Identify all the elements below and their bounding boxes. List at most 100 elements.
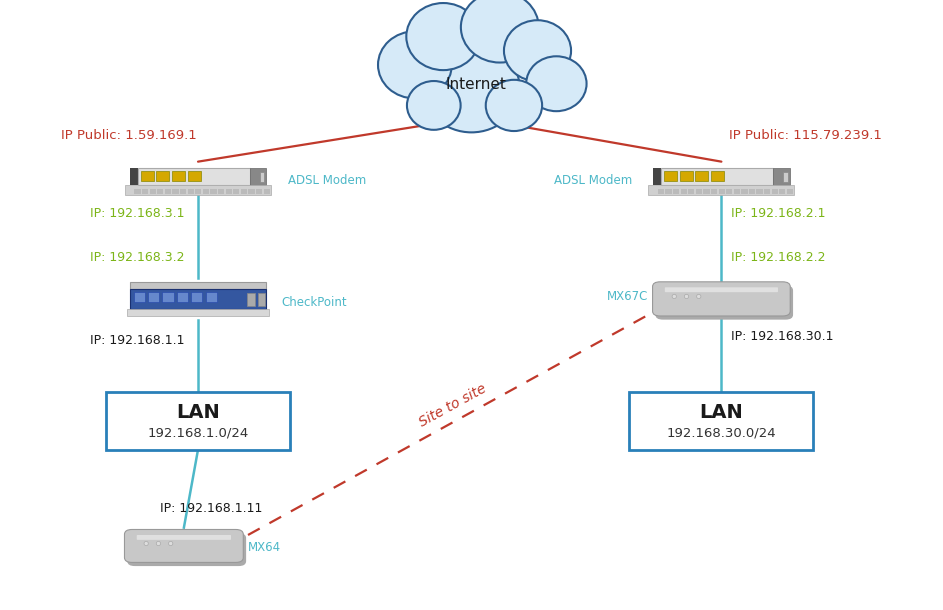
Bar bbox=[206, 292, 217, 303]
Text: IP: 192.168.1.11: IP: 192.168.1.11 bbox=[160, 501, 263, 515]
Text: IP: 192.168.2.2: IP: 192.168.2.2 bbox=[731, 251, 825, 264]
Bar bbox=[259, 172, 264, 182]
Ellipse shape bbox=[461, 0, 538, 63]
Bar bbox=[142, 189, 148, 194]
Ellipse shape bbox=[144, 542, 148, 546]
Text: 192.168.1.0/24: 192.168.1.0/24 bbox=[147, 426, 249, 440]
Bar bbox=[764, 189, 770, 194]
Bar bbox=[630, 392, 814, 450]
Bar bbox=[180, 189, 186, 194]
Ellipse shape bbox=[526, 56, 587, 111]
Bar bbox=[649, 185, 794, 195]
Bar bbox=[695, 171, 708, 181]
Bar bbox=[177, 292, 188, 303]
Bar bbox=[124, 185, 272, 195]
Text: Internet: Internet bbox=[446, 77, 506, 92]
FancyBboxPatch shape bbox=[665, 287, 778, 292]
Bar bbox=[734, 189, 740, 194]
Bar bbox=[771, 189, 778, 194]
Bar bbox=[248, 189, 255, 194]
Text: ADSL Modem: ADSL Modem bbox=[554, 174, 632, 187]
Bar bbox=[786, 189, 793, 194]
Bar bbox=[225, 189, 232, 194]
Bar bbox=[148, 292, 159, 303]
Bar bbox=[130, 289, 267, 309]
Bar bbox=[779, 189, 786, 194]
Bar bbox=[218, 189, 224, 194]
Bar bbox=[195, 189, 202, 194]
Bar bbox=[210, 189, 217, 194]
Bar bbox=[191, 292, 203, 303]
Bar bbox=[783, 172, 787, 182]
Bar bbox=[661, 168, 773, 185]
Bar bbox=[250, 168, 267, 185]
Text: ADSL Modem: ADSL Modem bbox=[288, 174, 366, 187]
Ellipse shape bbox=[486, 80, 542, 131]
Bar bbox=[135, 189, 141, 194]
Bar bbox=[741, 189, 748, 194]
Ellipse shape bbox=[157, 542, 160, 546]
Bar bbox=[157, 189, 163, 194]
Bar bbox=[157, 171, 170, 181]
Text: LAN: LAN bbox=[700, 403, 743, 422]
Bar bbox=[658, 189, 664, 194]
Bar bbox=[653, 168, 661, 185]
Bar bbox=[106, 392, 290, 450]
Bar bbox=[681, 189, 687, 194]
Text: IP: 192.168.3.2: IP: 192.168.3.2 bbox=[90, 251, 184, 264]
Bar bbox=[256, 189, 262, 194]
Bar bbox=[233, 189, 240, 194]
Ellipse shape bbox=[672, 294, 676, 298]
Bar bbox=[749, 189, 755, 194]
Text: 192.168.30.0/24: 192.168.30.0/24 bbox=[667, 426, 776, 440]
Bar bbox=[666, 189, 671, 194]
Ellipse shape bbox=[423, 45, 520, 132]
Ellipse shape bbox=[378, 31, 452, 98]
Text: IP: 192.168.2.1: IP: 192.168.2.1 bbox=[731, 207, 825, 220]
Bar bbox=[138, 168, 250, 185]
Text: IP Public: 1.59.169.1: IP Public: 1.59.169.1 bbox=[61, 129, 197, 142]
Bar bbox=[127, 309, 270, 316]
Bar bbox=[130, 282, 267, 289]
Bar bbox=[240, 189, 247, 194]
Bar bbox=[711, 189, 717, 194]
Bar bbox=[756, 189, 763, 194]
Text: Site to site: Site to site bbox=[417, 381, 488, 429]
Bar bbox=[188, 171, 201, 181]
Bar bbox=[696, 189, 702, 194]
Bar bbox=[173, 189, 178, 194]
Bar bbox=[263, 189, 270, 194]
Ellipse shape bbox=[406, 3, 480, 70]
Bar bbox=[150, 189, 156, 194]
FancyBboxPatch shape bbox=[653, 282, 790, 316]
Text: CheckPoint: CheckPoint bbox=[281, 296, 347, 309]
Bar bbox=[162, 292, 174, 303]
Bar bbox=[680, 171, 693, 181]
FancyBboxPatch shape bbox=[124, 529, 243, 562]
Bar bbox=[664, 171, 677, 181]
Text: IP Public: 115.79.239.1: IP Public: 115.79.239.1 bbox=[729, 129, 882, 142]
Text: MX67C: MX67C bbox=[606, 290, 648, 303]
Bar bbox=[711, 171, 724, 181]
Bar bbox=[726, 189, 733, 194]
Text: MX64: MX64 bbox=[248, 540, 281, 554]
Ellipse shape bbox=[407, 81, 460, 130]
Ellipse shape bbox=[697, 294, 701, 298]
Bar bbox=[134, 292, 145, 303]
Ellipse shape bbox=[685, 294, 688, 298]
Bar bbox=[172, 171, 185, 181]
Bar bbox=[688, 189, 694, 194]
Bar bbox=[719, 189, 725, 194]
Ellipse shape bbox=[504, 20, 571, 81]
Ellipse shape bbox=[169, 542, 173, 546]
Bar bbox=[258, 293, 265, 306]
Bar bbox=[203, 189, 209, 194]
Bar bbox=[130, 168, 138, 185]
Bar bbox=[188, 189, 193, 194]
Bar bbox=[165, 189, 171, 194]
Bar bbox=[703, 189, 709, 194]
Bar bbox=[673, 189, 679, 194]
Bar bbox=[773, 168, 790, 185]
Text: IP: 192.168.1.1: IP: 192.168.1.1 bbox=[90, 334, 184, 347]
FancyBboxPatch shape bbox=[137, 535, 231, 540]
